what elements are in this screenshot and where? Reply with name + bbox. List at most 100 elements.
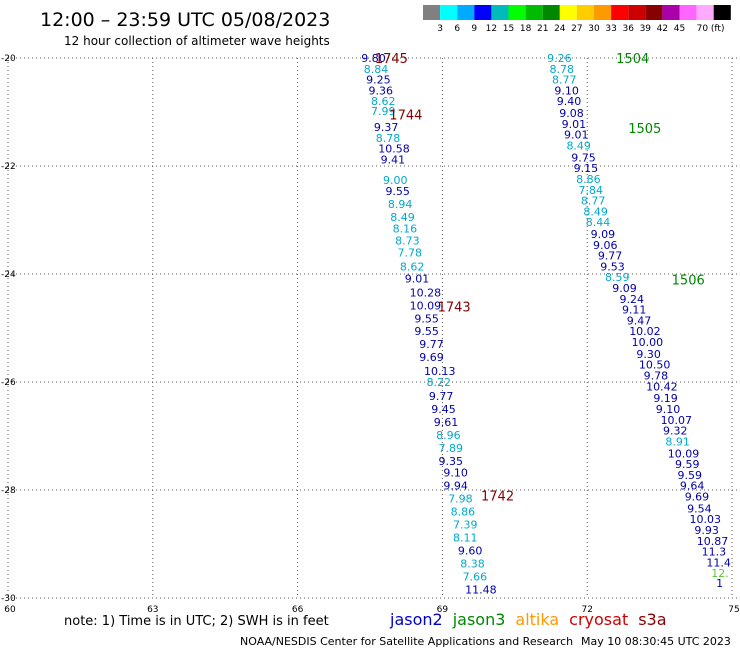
wave-height-value: 9.47 <box>627 314 652 327</box>
wave-height-value: 9.01 <box>562 118 587 131</box>
wave-height-value: 8.62 <box>371 95 396 108</box>
wave-height-value: 12. <box>711 567 729 580</box>
x-tick-label: 69 <box>437 605 449 615</box>
colorbar-swatch <box>457 5 475 20</box>
wave-height-value: 10.02 <box>629 325 661 338</box>
wave-height-value: 9.55 <box>385 185 410 198</box>
colorbar-swatch <box>594 5 612 20</box>
wave-height-value: 9.75 <box>571 151 596 164</box>
colorbar-swatch <box>525 5 543 20</box>
x-tick-label: 66 <box>292 605 304 615</box>
wave-height-value: 9.09 <box>591 228 616 241</box>
wave-height-value: 10.09 <box>410 299 442 312</box>
wave-height-value: 1 <box>716 577 723 590</box>
plot-marks: 9.808.849.259.368.627.999.378.7810.589.4… <box>361 52 731 596</box>
wave-height-value: 9.10 <box>554 84 579 97</box>
wave-height-value: 9.54 <box>687 502 712 515</box>
colorbar-label: 30 <box>588 24 600 34</box>
colorbar-label: 39 <box>640 24 652 34</box>
wave-height-value: 9.01 <box>405 272 430 285</box>
y-tick-label: -26 <box>1 378 16 388</box>
wave-height-value: 9.08 <box>559 107 584 120</box>
colorbar-swatch <box>576 5 594 20</box>
footer-note: note: 1) Time is in UTC; 2) SWH is in fe… <box>64 614 329 629</box>
colorbar-label: 3 <box>437 24 443 34</box>
legend-item: jason2 <box>389 610 443 629</box>
colorbar-swatch <box>491 5 509 20</box>
wave-height-value: 8.59 <box>605 271 630 284</box>
wave-height-value: 9.11 <box>622 304 647 317</box>
wave-height-value: 9.77 <box>429 390 454 403</box>
legend-item: jason3 <box>452 610 506 629</box>
colorbar-label: 9 <box>471 24 477 34</box>
satellite-legend: jason2 jason3 altika cryosat s3a <box>389 610 667 629</box>
wave-height-value: 8.49 <box>566 139 591 152</box>
colorbar-label: 18 <box>520 24 532 34</box>
wave-height-value: 9.15 <box>574 162 599 175</box>
wave-height-value: 7.78 <box>398 246 423 259</box>
axis-tick-labels: 60 63 66 69 72 75 -20 -22 -24 -26 -28 -30 <box>1 54 740 615</box>
y-tick-label: -28 <box>1 486 16 496</box>
wave-height-value: 9.35 <box>439 455 464 468</box>
x-tick-label: 60 <box>4 605 16 615</box>
wave-height-value: 11.3 <box>702 546 727 559</box>
wave-height-value: 9.10 <box>443 467 468 480</box>
wave-height-value: 9.78 <box>644 370 669 383</box>
wave-height-value: 9.69 <box>685 490 710 503</box>
wave-height-value: 9.24 <box>620 293 645 306</box>
wave-height-value: 10.87 <box>697 535 729 548</box>
wave-height-value: 9.32 <box>663 425 688 438</box>
colorbar-swatch <box>662 5 680 20</box>
wave-height-value: 10.28 <box>410 286 442 299</box>
wave-height-value: 8.16 <box>393 223 418 236</box>
wave-height-value: 9.40 <box>557 95 582 108</box>
colorbar-label: 24 <box>554 24 566 34</box>
wave-height-value: 11.48 <box>465 583 497 596</box>
chart-subtitle: 12 hour collection of altimeter wave hei… <box>64 34 330 48</box>
wave-height-value: 7.89 <box>439 442 464 455</box>
x-tick-label: 75 <box>728 605 739 615</box>
colorbar-label: 21 <box>537 24 548 34</box>
wave-height-value: 9.25 <box>366 74 391 87</box>
legend-item: altika <box>515 610 559 629</box>
colorbar-swatch <box>628 5 646 20</box>
wave-height-value: 7.98 <box>448 493 473 506</box>
colorbar-label: 6 <box>454 24 460 34</box>
wave-height-value: 9.80 <box>361 52 386 65</box>
wave-height-value: 9.55 <box>414 325 439 338</box>
wave-height-value: 9.55 <box>414 312 439 325</box>
colorbar-swatch <box>559 5 577 20</box>
colorbar-swatch <box>645 5 663 20</box>
wave-height-value: 10.07 <box>661 414 693 427</box>
wave-height-value: 10.50 <box>639 359 671 372</box>
colorbar-swatch <box>696 5 714 20</box>
wave-height-value: 9.69 <box>419 351 444 364</box>
colorbar-label: 15 <box>503 24 514 34</box>
wave-height-value: 8.73 <box>395 235 420 248</box>
legend-item: s3a <box>638 610 666 629</box>
colorbar-swatch <box>713 5 731 20</box>
wave-height-value: 8.62 <box>400 260 425 273</box>
wave-height-value: 7.66 <box>463 570 488 583</box>
track-label: 1506 <box>672 273 705 288</box>
track-label: 1742 <box>481 489 514 504</box>
colorbar-label: 33 <box>605 24 616 34</box>
wave-height-value: 10.03 <box>690 513 722 526</box>
wave-height-value: 7.84 <box>579 184 604 197</box>
wave-height-value: 9.77 <box>598 250 623 263</box>
y-tick-label: -24 <box>1 270 16 280</box>
wave-height-value: 8.44 <box>586 216 611 229</box>
wave-height-value: 10.00 <box>632 336 664 349</box>
wave-height-value: 8.22 <box>426 376 451 389</box>
wave-height-value: 9.45 <box>431 403 456 416</box>
wave-height-value: 9.19 <box>653 392 678 405</box>
wave-height-value: 9.53 <box>600 260 625 273</box>
wave-height-value: 9.64 <box>680 480 705 493</box>
colorbar-swatch <box>440 5 458 20</box>
colorbar-label: 12 <box>486 24 497 34</box>
wave-height-value: 9.94 <box>443 480 468 493</box>
wave-height-value: 9.59 <box>675 458 700 471</box>
colorbar-label: 36 <box>622 24 634 34</box>
footer-timestamp: May 10 08:30:45 UTC 2023 <box>581 635 731 648</box>
